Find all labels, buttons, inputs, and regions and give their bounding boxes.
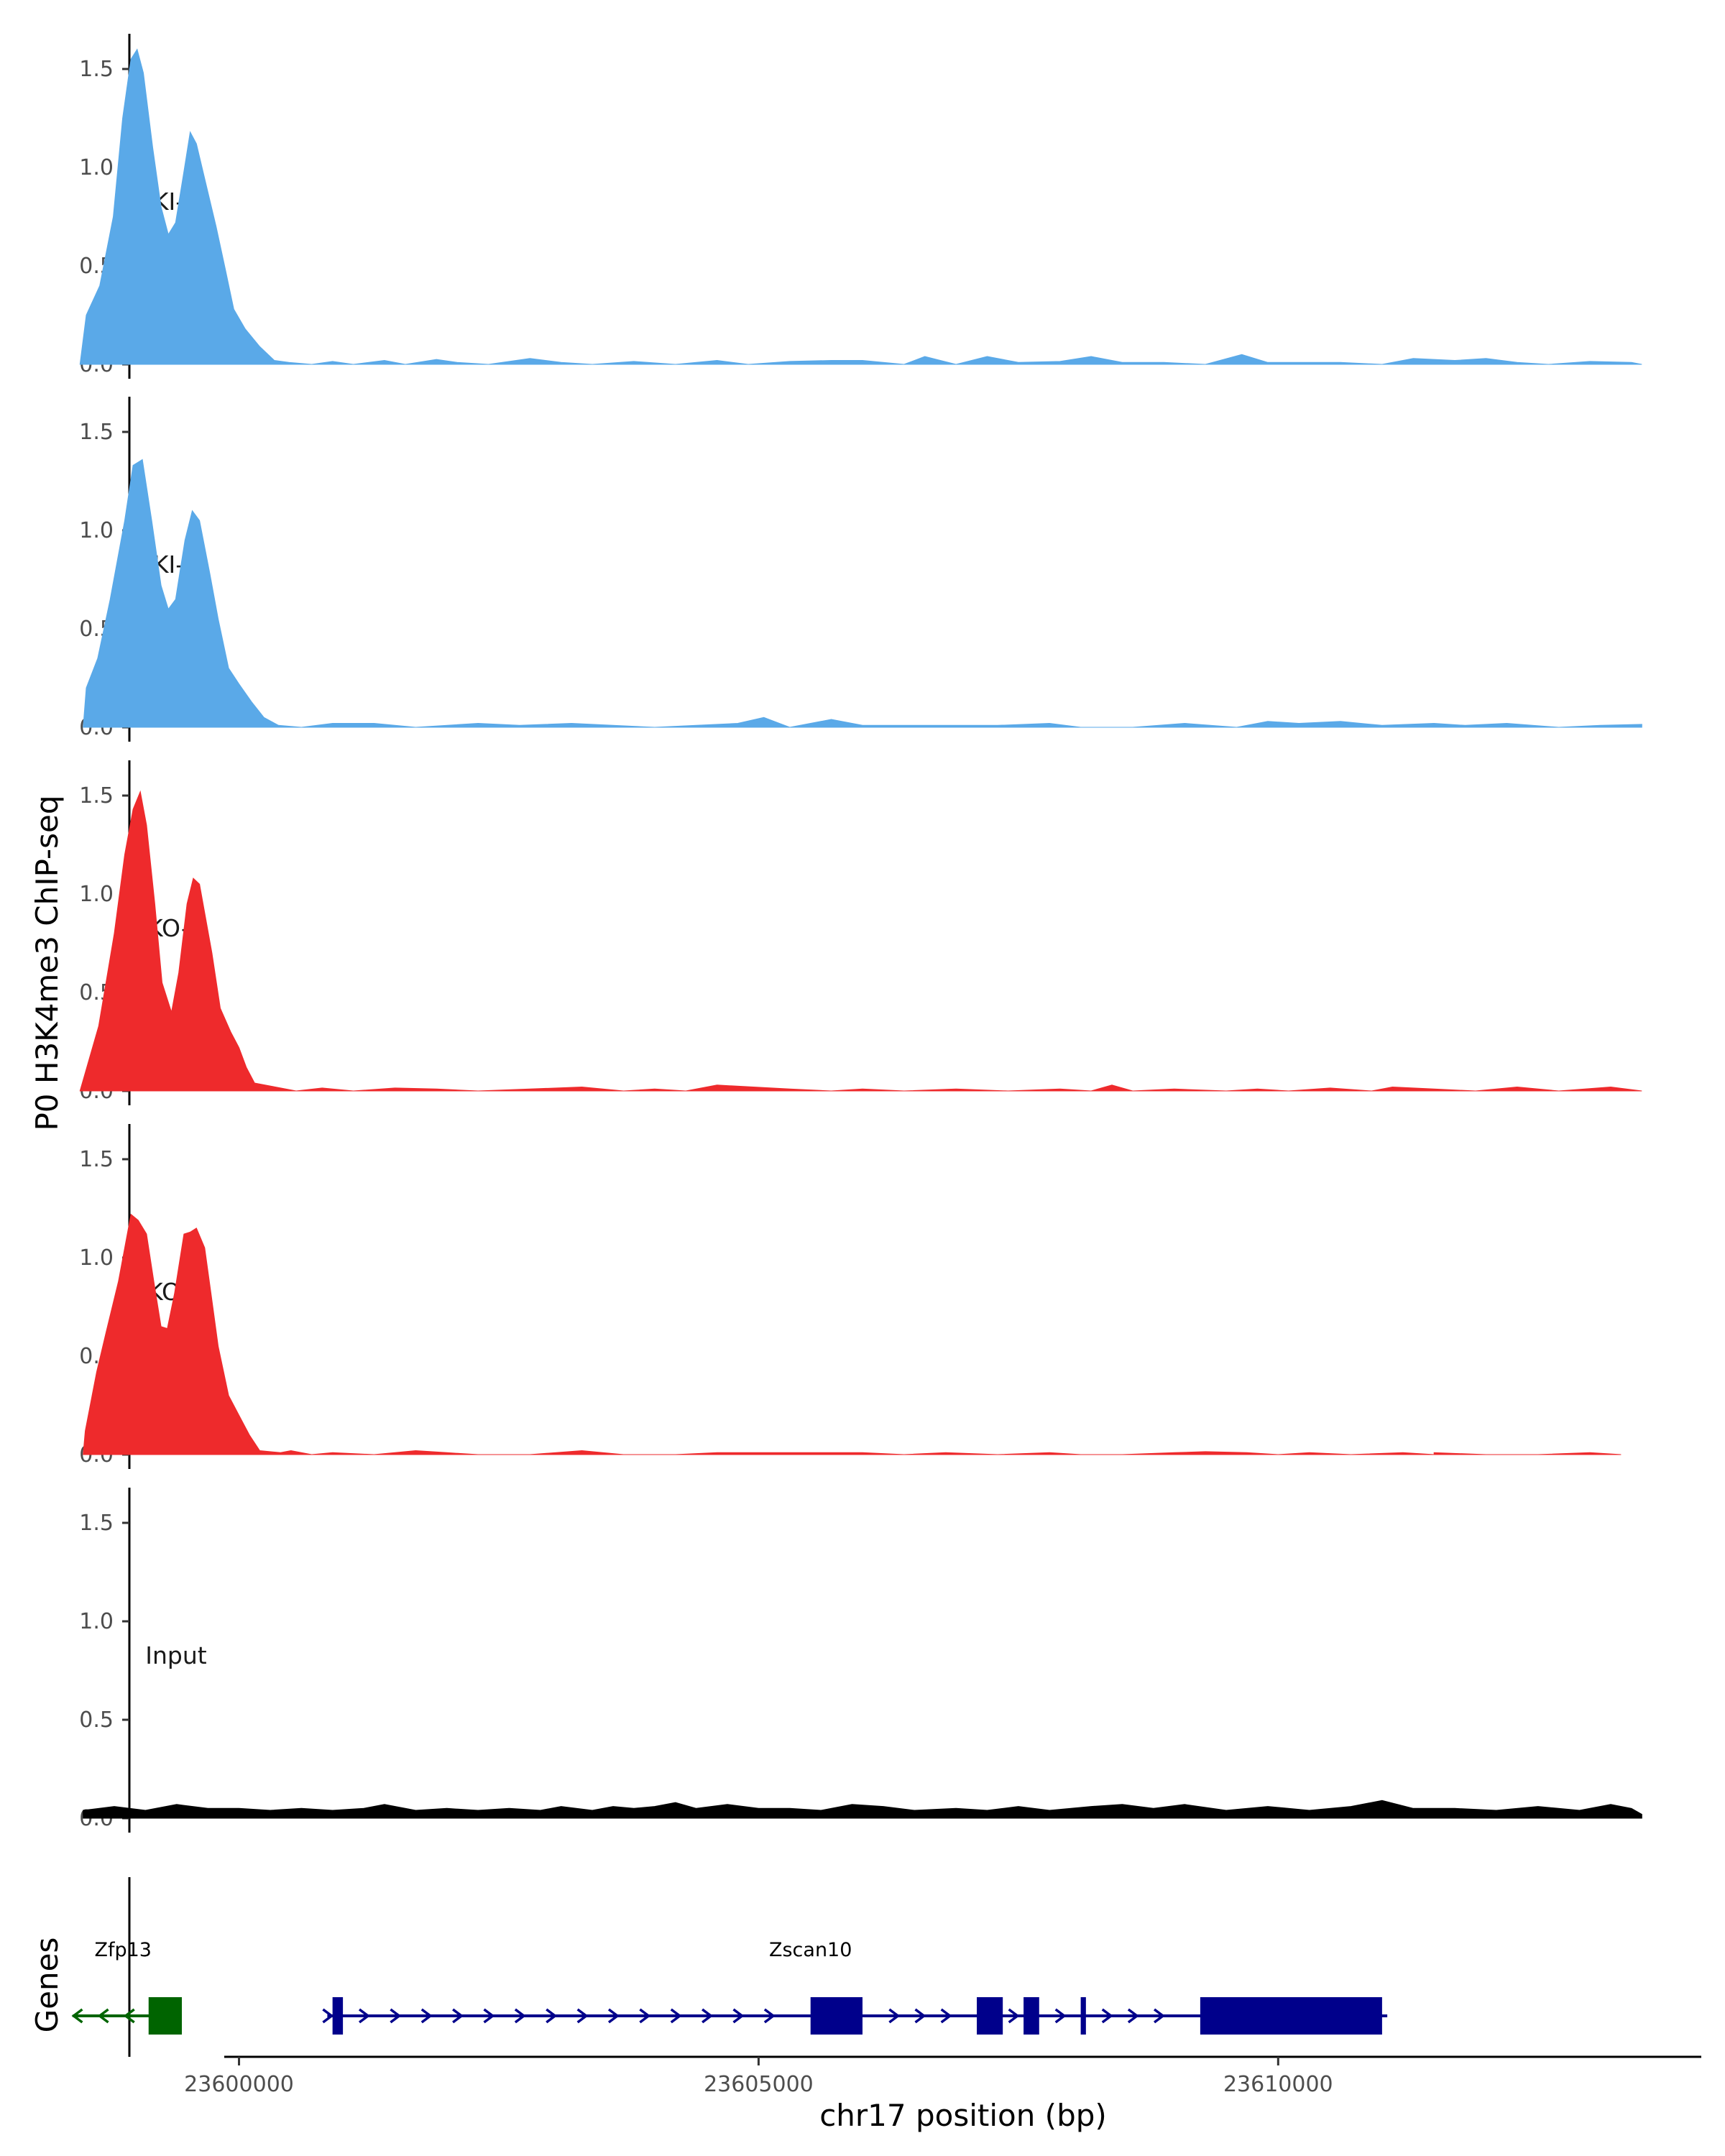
gene-name: Zfp13 — [94, 1939, 152, 1961]
x-axis-title: chr17 position (bp) — [819, 2098, 1107, 2133]
strand-arrow-icon — [71, 2008, 83, 2024]
gene-exon — [1200, 1997, 1382, 2035]
strand-arrow-icon — [358, 2008, 370, 2024]
strand-arrow-icon — [452, 2008, 464, 2024]
strand-arrow-icon — [514, 2008, 526, 2024]
track-ko-1: 0.00.51.01.5KO-1 — [79, 760, 1642, 1105]
y-tick-label: 1.0 — [79, 1609, 114, 1634]
genes-track-title: Genes — [29, 1938, 65, 2033]
y-axis-title: P0 H3K4me3 ChIP-seq — [29, 795, 65, 1130]
y-tick-label: 1.0 — [79, 1245, 114, 1271]
gene-name: Zscan10 — [769, 1939, 852, 1961]
strand-arrow-icon — [1127, 2008, 1139, 2024]
y-tick-label: 1.5 — [79, 57, 114, 82]
strand-arrow-icon — [702, 2008, 714, 2024]
strand-arrow-icon — [940, 2008, 952, 2024]
x-axis: 23600000 23605000 23610000 — [184, 2055, 1701, 2097]
strand-arrow-icon — [1101, 2008, 1113, 2024]
strand-arrow-icon — [546, 2008, 558, 2024]
signal-area — [83, 1213, 1622, 1455]
gene-exon — [810, 1997, 862, 2035]
signal-area — [79, 790, 1642, 1092]
strand-arrow-icon — [97, 2008, 109, 2024]
genes-track: Zfp13 Zscan10 — [71, 1877, 1388, 2057]
x-tick-label: 23600000 — [184, 2072, 294, 2097]
track-label: Input — [145, 1641, 207, 1669]
signal-area — [79, 48, 1642, 365]
gene-exon — [332, 1997, 344, 2035]
strand-arrow-icon — [1008, 2008, 1020, 2024]
strand-arrow-icon — [914, 2008, 926, 2024]
strand-arrow-icon — [763, 2008, 776, 2024]
gene-exon — [148, 1997, 183, 2035]
signal-area — [83, 1800, 1642, 1819]
strand-arrow-icon — [732, 2008, 745, 2024]
y-tick-label: 1.5 — [79, 1511, 114, 1536]
track-ki-2: 0.00.51.01.5KI-2 — [79, 397, 1642, 742]
strand-arrow-icon — [483, 2008, 495, 2024]
y-tick-label: 1.0 — [79, 882, 114, 907]
strand-arrow-icon — [1054, 2008, 1067, 2024]
y-tick-label: 1.5 — [79, 1147, 114, 1172]
signal-area — [83, 459, 1642, 728]
y-tick-label: 1.5 — [79, 783, 114, 808]
y-tick-label: 1.0 — [79, 155, 114, 180]
gene-exon — [1080, 1997, 1086, 2035]
strand-arrow-icon — [639, 2008, 651, 2024]
strand-arrow-icon — [1154, 2008, 1165, 2024]
strand-arrow-icon — [420, 2008, 433, 2024]
strand-arrow-icon — [576, 2008, 589, 2024]
y-tick-label: 1.5 — [79, 420, 114, 445]
x-tick-label: 23610000 — [1223, 2072, 1333, 2097]
gene-zfp13: Zfp13 — [71, 1939, 183, 2035]
strand-arrow-icon — [670, 2008, 682, 2024]
strand-arrow-icon — [322, 2008, 334, 2024]
strand-arrow-icon — [123, 2008, 135, 2024]
track-ki-1: 0.00.51.01.5KI-1 — [79, 34, 1642, 379]
y-tick-label: 0.5 — [79, 1708, 114, 1733]
strand-arrow-icon — [390, 2008, 402, 2024]
gene-exon — [1024, 1997, 1039, 2035]
strand-arrow-icon — [888, 2008, 901, 2024]
y-tick-label: 1.0 — [79, 518, 114, 543]
x-tick-label: 23605000 — [704, 2072, 814, 2097]
strand-arrow-icon — [607, 2008, 620, 2024]
signal-tracks: 0.00.51.01.5KI-10.00.51.01.5KI-20.00.51.… — [79, 34, 1642, 1833]
gene-zscan10: Zscan10 — [322, 1939, 1388, 2035]
gene-exon — [977, 1997, 1003, 2035]
track-ko-2: 0.00.51.01.5KO-2 — [79, 1124, 1622, 1469]
